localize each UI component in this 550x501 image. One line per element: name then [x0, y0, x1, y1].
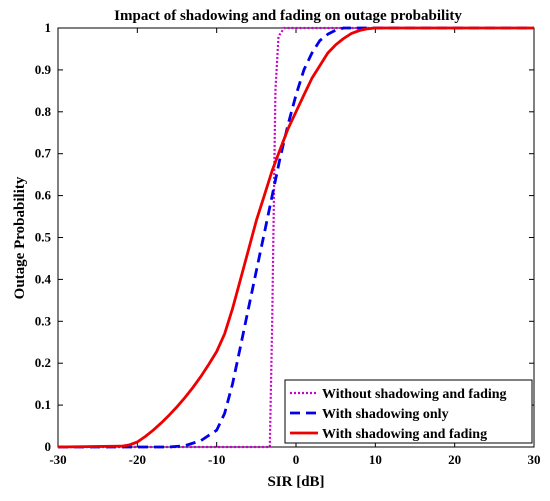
y-tick-label: 0.4: [35, 271, 52, 286]
x-tick-label: 30: [528, 452, 541, 467]
y-tick-label: 0.6: [35, 188, 52, 203]
series-line-3: [57, 26, 534, 449]
series-layer: [57, 26, 534, 449]
x-tick-label: -30: [49, 452, 66, 467]
x-tick-label: 20: [448, 452, 461, 467]
y-tick-label: 0.2: [35, 355, 51, 370]
legend-box: [284, 379, 533, 444]
x-axis-label: SIR [dB]: [267, 474, 324, 490]
y-tick-label: 0.3: [35, 313, 52, 328]
x-tick-label: 10: [369, 452, 382, 467]
x-tick-label: -10: [208, 452, 225, 467]
legend-label-1: Without shadowing and fading: [322, 387, 507, 402]
y-tick-label: 0: [45, 439, 52, 454]
series-line-2: [58, 26, 534, 449]
legend-label-3: With shadowing and fading: [322, 427, 487, 442]
y-tick-label: 1: [45, 20, 52, 35]
chart-title: Impact of shadowing and fading on outage…: [114, 8, 462, 24]
x-tick-label: -20: [129, 452, 146, 467]
legend-label-2: With shadowing only: [322, 407, 449, 422]
series-line-1: [58, 26, 534, 449]
y-tick-label: 0.7: [35, 146, 52, 161]
legend: Without shadowing and fading With shadowi…: [284, 379, 533, 444]
axis-ticks: -30 -20 -10 0 10 20 30 0 0.1 0.2 0.3 0.4 0.5 0.6 0.7 0.…: [35, 20, 541, 467]
y-tick-label: 0.9: [35, 62, 52, 77]
y-axis-label: Outage Probability: [12, 176, 28, 299]
y-tick-label: 0.5: [35, 230, 52, 245]
y-tick-label: 0.1: [35, 397, 51, 412]
x-tick-label: 0: [293, 452, 300, 467]
y-tick-label: 0.8: [35, 104, 52, 119]
